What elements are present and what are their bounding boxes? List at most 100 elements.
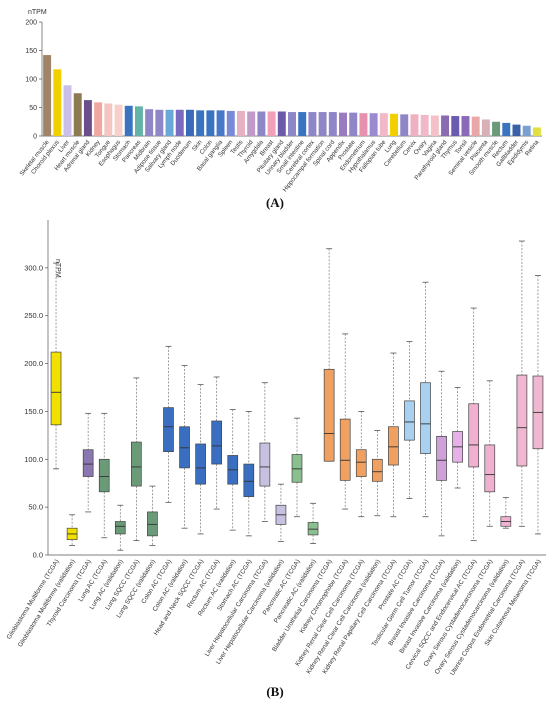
bar [63, 85, 72, 136]
iqr-box [307, 522, 319, 536]
bar [390, 113, 399, 136]
bar [502, 122, 511, 136]
bar [339, 112, 347, 136]
y-tick-label: 150 [25, 48, 37, 55]
box-1 [50, 262, 62, 470]
iqr-box [131, 441, 142, 487]
bar [420, 114, 429, 136]
bar [206, 110, 215, 136]
bar [410, 114, 419, 136]
box-5 [114, 504, 126, 551]
bar [441, 115, 450, 136]
y-tick-label: 50.0 [28, 503, 43, 512]
bar [532, 127, 541, 136]
iqr-box [243, 463, 255, 497]
iqr-box [195, 443, 206, 485]
y-axis-label: nTPM [28, 9, 47, 16]
box-17 [307, 502, 319, 544]
iqr-box [114, 521, 126, 535]
y-axis-label: nTPM [54, 259, 61, 278]
bar [165, 109, 174, 136]
y-tick-label: 150.0 [24, 407, 43, 416]
bar [400, 114, 409, 136]
bar [83, 100, 92, 136]
box-22 [388, 352, 399, 518]
box-29 [500, 497, 512, 529]
box-14 [259, 382, 271, 522]
bar [175, 109, 184, 136]
box-16 [291, 417, 303, 518]
box-3 [82, 412, 94, 513]
y-tick-label: 0 [33, 134, 37, 141]
box-4 [98, 412, 110, 539]
bar [247, 111, 256, 136]
iqr-box [484, 444, 496, 493]
bar [318, 112, 327, 136]
box-11 [211, 376, 223, 510]
bar [512, 124, 521, 136]
bar [134, 106, 143, 136]
bar [43, 55, 52, 137]
box-26 [452, 387, 463, 489]
bar [471, 116, 480, 136]
iqr-box [291, 454, 303, 483]
iqr-box [404, 400, 415, 441]
panel-label-b: (B) [266, 684, 284, 699]
panel-label-a: (A) [265, 195, 285, 210]
box-27 [468, 307, 480, 542]
box-30 [516, 240, 528, 527]
bar [451, 116, 460, 136]
y-tick-label: 300.0 [24, 263, 43, 272]
box-28 [484, 380, 496, 527]
iqr-box [147, 511, 158, 537]
bar [104, 103, 113, 136]
y-tick-label: 200.0 [24, 359, 43, 368]
iqr-box [211, 420, 223, 465]
bar [145, 109, 154, 136]
iqr-box [355, 449, 367, 477]
iqr-box [82, 449, 94, 477]
bar [430, 115, 439, 136]
bar [349, 112, 358, 136]
iqr-box [468, 403, 480, 468]
bar [308, 112, 317, 136]
bar [277, 111, 286, 136]
box-7 [147, 485, 158, 546]
bar [185, 109, 194, 136]
box-9 [179, 365, 190, 529]
bar [155, 109, 164, 136]
bar [124, 105, 133, 136]
box-12 [227, 409, 239, 531]
box-21 [371, 430, 383, 517]
bar [114, 104, 123, 136]
iqr-box [516, 374, 528, 467]
y-tick-label: 50 [29, 105, 37, 112]
box-31 [532, 275, 544, 535]
box-15 [275, 483, 287, 543]
box-18 [323, 248, 335, 462]
box-13 [243, 411, 255, 537]
bar [73, 93, 82, 136]
bar [369, 113, 378, 136]
iqr-box [388, 426, 399, 466]
bar [359, 113, 368, 136]
box-23 [404, 341, 415, 499]
bar [237, 110, 245, 136]
iqr-box [98, 458, 110, 493]
iqr-box [323, 368, 335, 462]
bar [216, 110, 225, 136]
bar [196, 110, 205, 136]
bar [94, 102, 103, 136]
box-24 [420, 281, 431, 518]
y-tick-label: 0.0 [33, 551, 43, 560]
box-20 [355, 411, 367, 518]
box-10 [195, 384, 206, 535]
box-6 [131, 377, 142, 542]
bar [267, 111, 276, 136]
bar [257, 111, 266, 136]
box-2 [66, 514, 78, 546]
iqr-box [50, 351, 62, 426]
box-19 [339, 333, 351, 510]
bar [53, 69, 62, 136]
cancer-expression-box-plot: nTPM0.050.0100.0150.0200.0250.0300.0Glio… [6, 220, 546, 677]
